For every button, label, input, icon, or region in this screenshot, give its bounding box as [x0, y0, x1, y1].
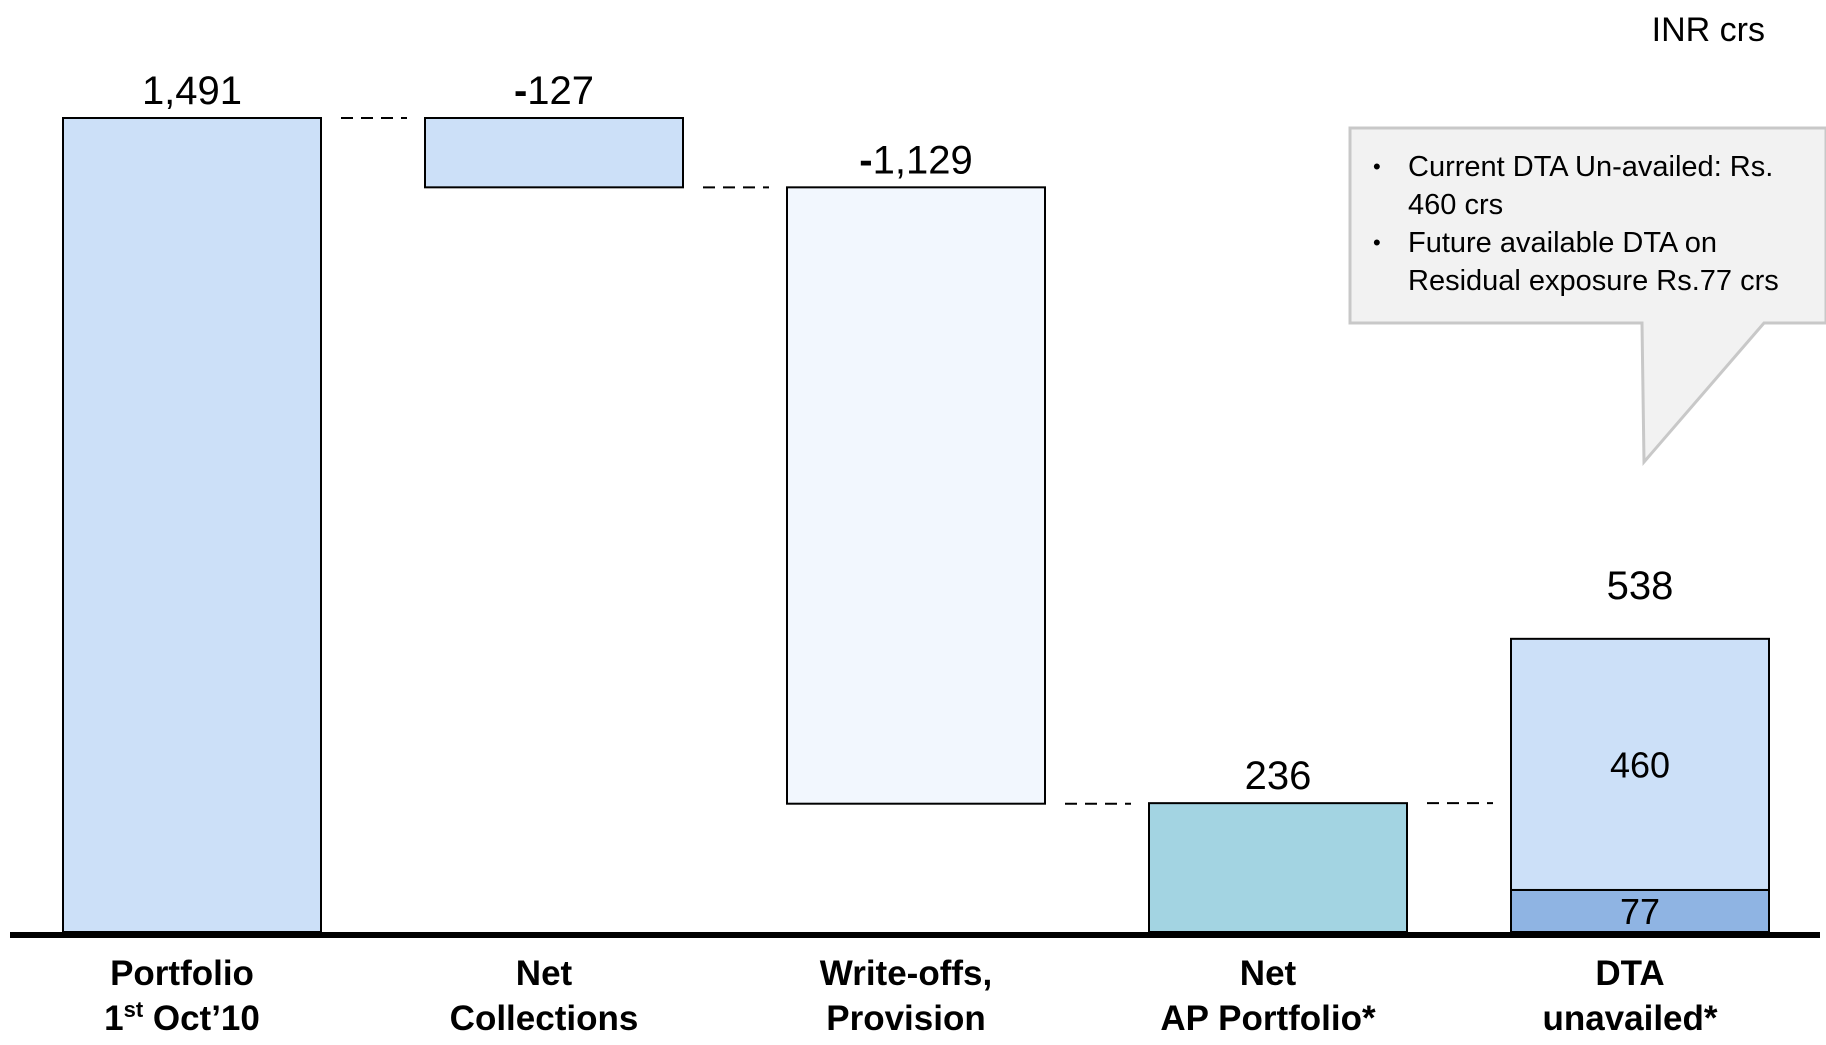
- labels-layer: 1,491 Portfolio 1st Oct’10 -127 Net Collectio…: [104, 69, 1718, 1038]
- bar-segment: [1510, 888, 1770, 934]
- bar-value-label: -127: [514, 69, 594, 113]
- segment-label: 460: [1610, 744, 1670, 785]
- connector-lines: [341, 117, 1493, 805]
- callout-bullet: Current DTA Un-availed: Rs. 460 crs: [1373, 148, 1818, 224]
- bar: [62, 117, 322, 933]
- bar: [1148, 802, 1408, 933]
- bar-value-label: 236: [1245, 754, 1312, 798]
- callout-text: Current DTA Un-availed: Rs. 460 crs Futu…: [1368, 148, 1818, 300]
- category-label: Net Collections: [450, 954, 639, 1038]
- bar-value-label: -1,129: [859, 138, 972, 182]
- category-label: Write-offs, Provision: [820, 954, 992, 1038]
- callout-bullet: Future available DTA on Residual exposur…: [1373, 224, 1818, 300]
- bar: [786, 186, 1046, 805]
- unit-label: INR crs: [1652, 11, 1765, 49]
- bar: [424, 117, 684, 189]
- bar-segment: [1510, 637, 1770, 891]
- category-label: DTA unavailed*: [1542, 954, 1717, 1038]
- bar-total-label: 538: [1607, 564, 1674, 608]
- category-label: Portfolio 1st Oct’10: [104, 954, 260, 1038]
- category-label: Net AP Portfolio*: [1160, 954, 1376, 1038]
- segment-label: 77: [1620, 891, 1660, 932]
- bar-value-label: 1,491: [142, 69, 242, 113]
- bars-layer: [62, 117, 1770, 934]
